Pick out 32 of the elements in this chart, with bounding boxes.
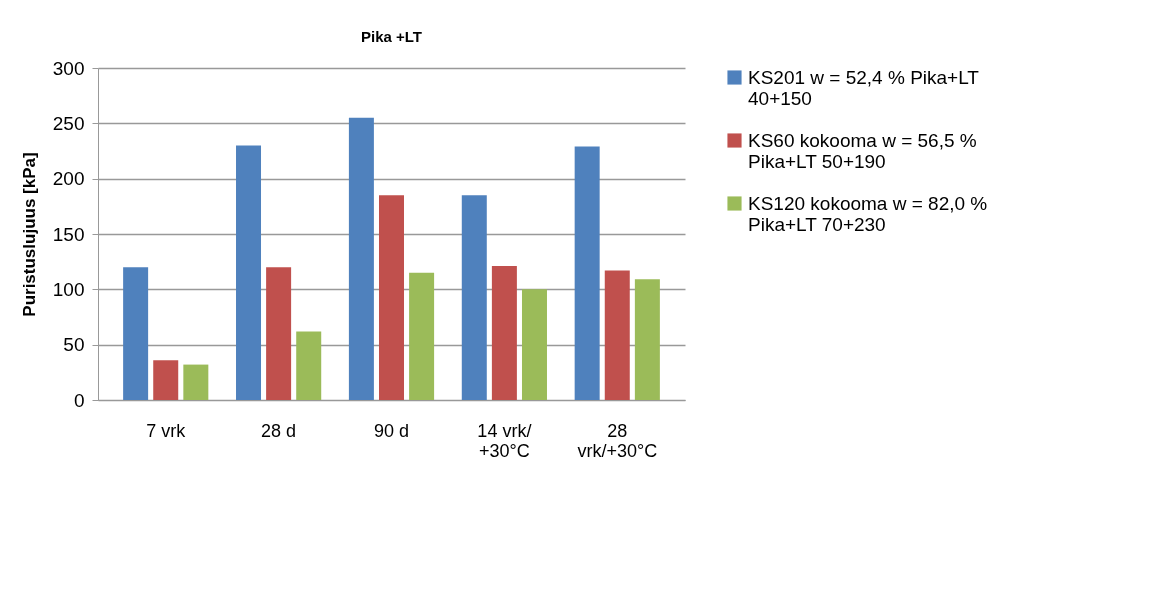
y-tick-label: 150 [52,223,85,245]
y-tick-label: 100 [52,278,85,300]
bar [348,117,374,400]
bar [296,331,322,400]
bar [491,266,517,400]
y-tick-label: 300 [52,57,85,79]
y-axis-title: Puristuslujuus [kPa] [19,152,39,317]
bar [266,267,292,400]
legend-label: KS60 kokooma w = 56,5 % Pika+LT 50+190 [748,129,977,172]
y-tick-label: 200 [52,168,85,190]
x-tick-label: 7 vrk [146,420,187,441]
bar [236,145,262,400]
bar [409,272,435,400]
x-tick-label: 90 d [373,420,410,441]
bar [604,270,630,400]
y-tick-label: 0 [73,389,85,411]
legend-label: KS201 w = 52,4 % Pika+LT 40+150 [748,66,980,109]
x-tick-label: 28 vrk/+30°C [577,420,658,461]
bar [521,289,547,400]
x-tick-label: 14 vrk/ +30°C [477,420,532,461]
bar [574,146,600,400]
chart-title: Pika +LT [361,28,422,45]
bar [461,195,487,400]
y-tick-label: 50 [63,334,85,356]
bar [183,364,209,400]
bar [379,195,404,400]
x-tick-label: 28 d [261,420,297,441]
y-tick-label: 250 [52,112,85,134]
bar [634,279,660,400]
bar [153,360,179,400]
bar [123,267,149,400]
legend-label: KS120 kokooma w = 82,0 % Pika+LT 70+230 [748,192,988,235]
